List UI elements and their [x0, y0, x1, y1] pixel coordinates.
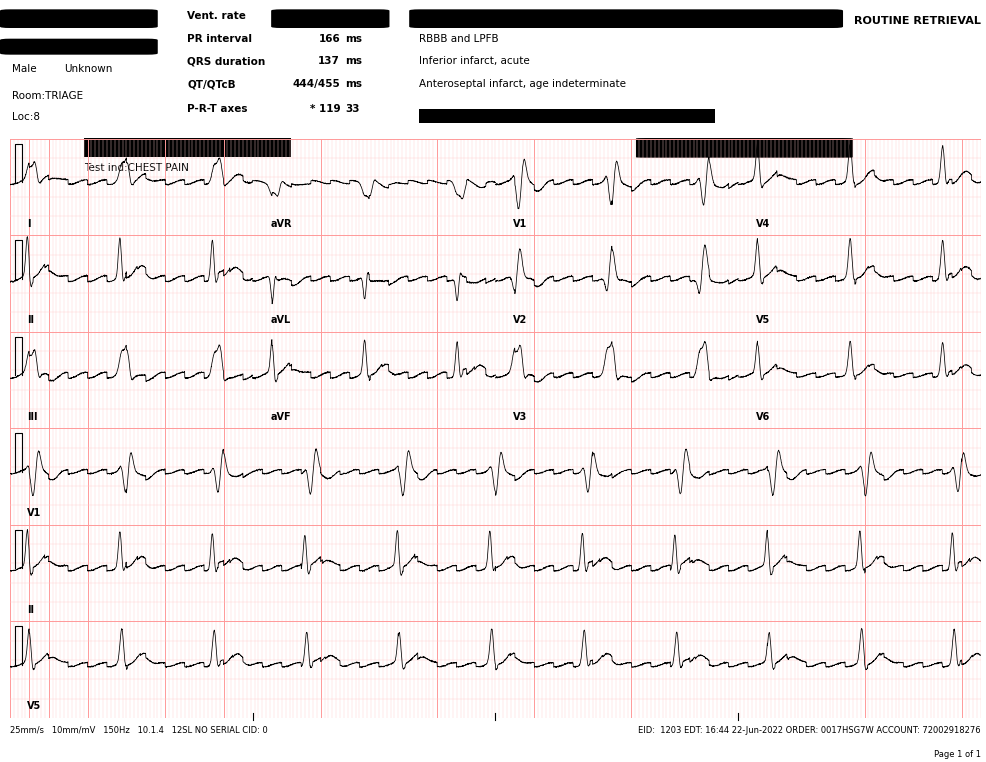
Text: V5: V5 [28, 701, 41, 711]
FancyBboxPatch shape [636, 138, 853, 158]
Text: Page 1 of 1: Page 1 of 1 [934, 750, 981, 758]
Text: QT/QTcB: QT/QTcB [187, 79, 236, 89]
Text: P-R-T axes: P-R-T axes [187, 104, 247, 114]
Text: V1: V1 [28, 508, 41, 518]
FancyBboxPatch shape [419, 109, 715, 123]
FancyBboxPatch shape [0, 39, 158, 55]
Text: 137: 137 [318, 56, 340, 66]
Text: ROUTINE RETRIEVAL: ROUTINE RETRIEVAL [854, 16, 981, 26]
Text: 63: 63 [325, 11, 340, 21]
Text: 33: 33 [345, 104, 360, 114]
Text: PR interval: PR interval [187, 34, 252, 43]
Text: ms: ms [345, 56, 362, 66]
FancyBboxPatch shape [409, 9, 843, 28]
Text: Atrial flutter: Atrial flutter [419, 11, 482, 21]
Text: EID:  1203 EDT: 16:44 22-Jun-2022 ORDER: 0017HSG7W ACCOUNT: 72002918276: EID: 1203 EDT: 16:44 22-Jun-2022 ORDER: … [639, 725, 981, 735]
Text: RBBB and LPFB: RBBB and LPFB [419, 34, 499, 43]
Text: V6: V6 [755, 411, 770, 421]
Text: aVR: aVR [270, 219, 292, 229]
FancyBboxPatch shape [0, 9, 158, 28]
Text: ms: ms [345, 34, 362, 43]
Text: * 119: * 119 [310, 104, 340, 114]
Text: V4: V4 [755, 219, 770, 229]
Text: Loc:8: Loc:8 [12, 112, 39, 123]
Text: Test ind:CHEST PAIN: Test ind:CHEST PAIN [84, 163, 188, 173]
Text: BPM: BPM [345, 11, 371, 21]
Text: Unknown: Unknown [64, 64, 112, 75]
Text: V5: V5 [755, 315, 770, 325]
Text: 166: 166 [318, 34, 340, 43]
Text: aVL: aVL [270, 315, 291, 325]
Text: III: III [28, 411, 37, 421]
Text: Anteroseptal infarct, age indeterminate: Anteroseptal infarct, age indeterminate [419, 79, 626, 89]
Text: Inferior infarct, acute: Inferior infarct, acute [419, 56, 529, 66]
Text: II: II [28, 315, 35, 325]
Text: QRS duration: QRS duration [187, 56, 265, 66]
Text: V2: V2 [513, 315, 528, 325]
Text: V3: V3 [513, 411, 528, 421]
Text: 25mm/s   10mm/mV   150Hz   10.1.4   12SL NO SERIAL CID: 0: 25mm/s 10mm/mV 150Hz 10.1.4 12SL NO SERI… [10, 725, 267, 735]
Text: Vent. rate: Vent. rate [187, 11, 246, 21]
FancyBboxPatch shape [84, 139, 291, 158]
FancyBboxPatch shape [271, 9, 389, 28]
Text: Male: Male [12, 64, 36, 75]
Text: II: II [28, 604, 35, 615]
Text: Room:TRIAGE: Room:TRIAGE [12, 91, 83, 101]
Text: V1: V1 [513, 219, 528, 229]
Text: ms: ms [345, 79, 362, 89]
Text: 444/455: 444/455 [293, 79, 340, 89]
Text: aVF: aVF [270, 411, 291, 421]
Text: I: I [28, 219, 31, 229]
